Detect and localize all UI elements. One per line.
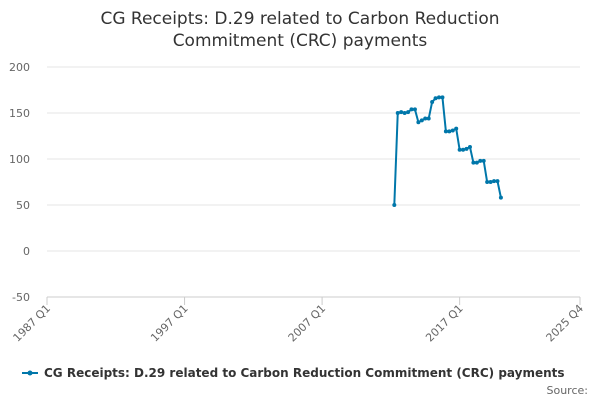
point [495, 179, 500, 184]
point [447, 129, 452, 134]
point [443, 129, 448, 134]
y-tick-label: 150 [9, 107, 30, 120]
point [426, 116, 431, 121]
x-tick-label: 2025 Q4 [544, 302, 587, 345]
point [488, 180, 493, 184]
y-tick-label: -50 [12, 291, 30, 304]
point [419, 118, 424, 123]
point [485, 180, 490, 184]
point [450, 128, 455, 133]
chart-title: CG Receipts: D.29 related to Carbon Redu… [100, 9, 499, 29]
y-tick-label: 100 [9, 153, 30, 166]
point [433, 96, 438, 101]
point [402, 111, 407, 115]
point [471, 160, 476, 165]
point [474, 160, 479, 165]
y-tick-label: 50 [16, 199, 30, 212]
x-tick-label: 1987 Q1 [11, 302, 54, 345]
x-tick-label: 2017 Q1 [423, 302, 466, 345]
point [412, 107, 417, 112]
legend-label: CG Receipts: D.29 related to Carbon Redu… [44, 366, 565, 380]
point [392, 203, 397, 207]
point [406, 110, 411, 115]
x-tick-label: 2007 Q1 [286, 302, 329, 345]
point [416, 120, 421, 125]
point [409, 107, 414, 112]
chart-title: Commitment (CRC) payments [173, 31, 428, 51]
y-tick-label: 200 [9, 61, 30, 74]
source: Source: [547, 384, 589, 397]
point [457, 147, 462, 152]
point [478, 158, 483, 163]
point [454, 126, 459, 131]
x-tick-label: 1997 Q1 [148, 302, 191, 345]
legend-marker [27, 370, 33, 376]
y-tick-label: 0 [23, 245, 30, 258]
point [430, 99, 435, 104]
point [492, 179, 497, 184]
point [395, 111, 400, 115]
point [437, 95, 442, 100]
point [467, 145, 472, 150]
point [464, 146, 469, 151]
line [393, 96, 502, 206]
point [461, 147, 466, 152]
point [498, 195, 503, 200]
point [423, 116, 428, 121]
point [481, 158, 486, 163]
point [440, 95, 445, 100]
point [399, 110, 404, 115]
